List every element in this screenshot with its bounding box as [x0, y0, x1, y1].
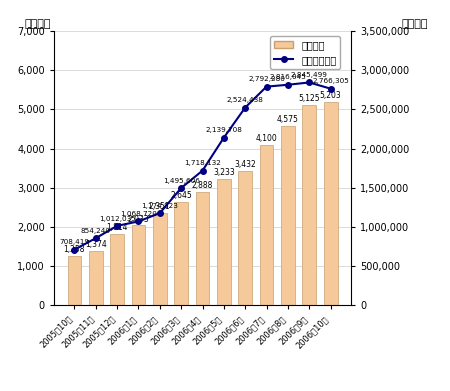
Bar [131, 226, 145, 305]
Text: （千頁）: （千頁） [402, 18, 428, 29]
Text: （千人）: （千人） [24, 18, 51, 29]
Text: 2,766,305: 2,766,305 [312, 78, 349, 84]
ページビュー [72, 247, 77, 252]
ページビュー [328, 86, 333, 91]
Text: 2,845,499: 2,845,499 [291, 72, 328, 78]
Text: 1,718,132: 1,718,132 [184, 160, 221, 166]
Text: 5,125: 5,125 [298, 93, 320, 102]
Bar [238, 171, 252, 305]
Bar [281, 126, 295, 305]
Text: 4,575: 4,575 [277, 115, 299, 124]
Text: 2,888: 2,888 [192, 181, 213, 190]
ページビュー [243, 105, 248, 110]
Bar [217, 179, 231, 305]
Text: 1,258: 1,258 [64, 245, 85, 254]
ページビュー [93, 236, 99, 240]
ページビュー [306, 80, 312, 85]
Bar [324, 102, 338, 305]
Text: 1,068,720: 1,068,720 [120, 211, 157, 217]
Text: 1,814: 1,814 [106, 223, 128, 232]
Text: 2,524,438: 2,524,438 [227, 97, 264, 103]
Bar [302, 104, 316, 305]
Text: 1,495,606: 1,495,606 [163, 178, 200, 184]
ページビュー [136, 219, 141, 224]
Text: 2,139,708: 2,139,708 [205, 127, 242, 133]
Text: 1,174,823: 1,174,823 [141, 203, 178, 209]
Bar [196, 192, 209, 305]
Text: 708,419: 708,419 [59, 239, 90, 245]
ページビュー [200, 168, 205, 173]
Text: 2,816,045: 2,816,045 [270, 74, 306, 81]
Text: 2,792,280: 2,792,280 [248, 76, 285, 83]
Text: 2,033: 2,033 [128, 215, 149, 224]
Text: 1,374: 1,374 [85, 240, 107, 249]
ページビュー [264, 84, 269, 89]
ページビュー [179, 186, 184, 190]
Bar [68, 256, 81, 305]
Text: 4,100: 4,100 [256, 134, 277, 143]
Legend: 利用者数, ページビュー: 利用者数, ページビュー [270, 36, 340, 69]
Text: 5,203: 5,203 [320, 91, 342, 100]
Bar [89, 251, 103, 305]
Bar [153, 213, 167, 305]
Text: 2,645: 2,645 [170, 190, 192, 199]
Text: 854,240: 854,240 [81, 228, 111, 234]
Text: 3,233: 3,233 [213, 168, 235, 177]
Bar [110, 234, 124, 305]
ページビュー [221, 135, 226, 140]
ページビュー [157, 211, 162, 215]
ページビュー [285, 83, 291, 87]
Line: ページビュー: ページビュー [72, 80, 333, 252]
Bar [174, 202, 188, 305]
ページビュー [114, 224, 120, 228]
Text: 2,351: 2,351 [149, 202, 171, 211]
Text: 1,012,035: 1,012,035 [99, 215, 135, 222]
Bar [260, 145, 274, 305]
Text: 3,432: 3,432 [234, 160, 256, 169]
